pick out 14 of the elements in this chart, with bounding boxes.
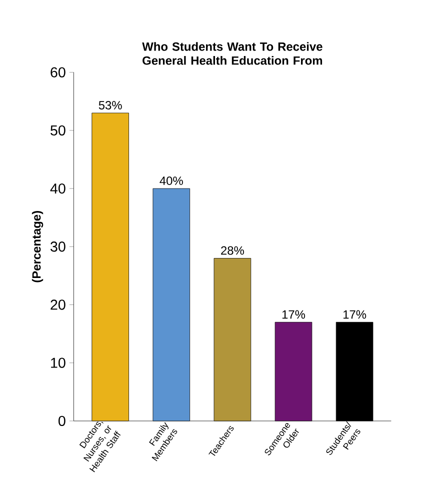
data-label: 40% <box>160 176 183 185</box>
y-tick-label: 0 <box>58 416 66 426</box>
y-tick-label: 20 <box>50 300 66 310</box>
y-tick-label: 50 <box>50 125 66 136</box>
data-label: 17% <box>282 310 306 319</box>
y-axis-title: (Percentage) <box>32 211 44 282</box>
data-label: 17% <box>344 310 366 319</box>
data-label: 28% <box>221 246 244 255</box>
data-label: 53% <box>98 100 122 110</box>
y-tick-label: 40 <box>50 183 66 194</box>
chart-title: Who Students Want To Receive General Health Education From <box>142 42 322 65</box>
y-tick-label: 60 <box>50 67 66 78</box>
y-tick-label: 30 <box>50 242 66 252</box>
y-tick-label: 10 <box>51 358 66 368</box>
